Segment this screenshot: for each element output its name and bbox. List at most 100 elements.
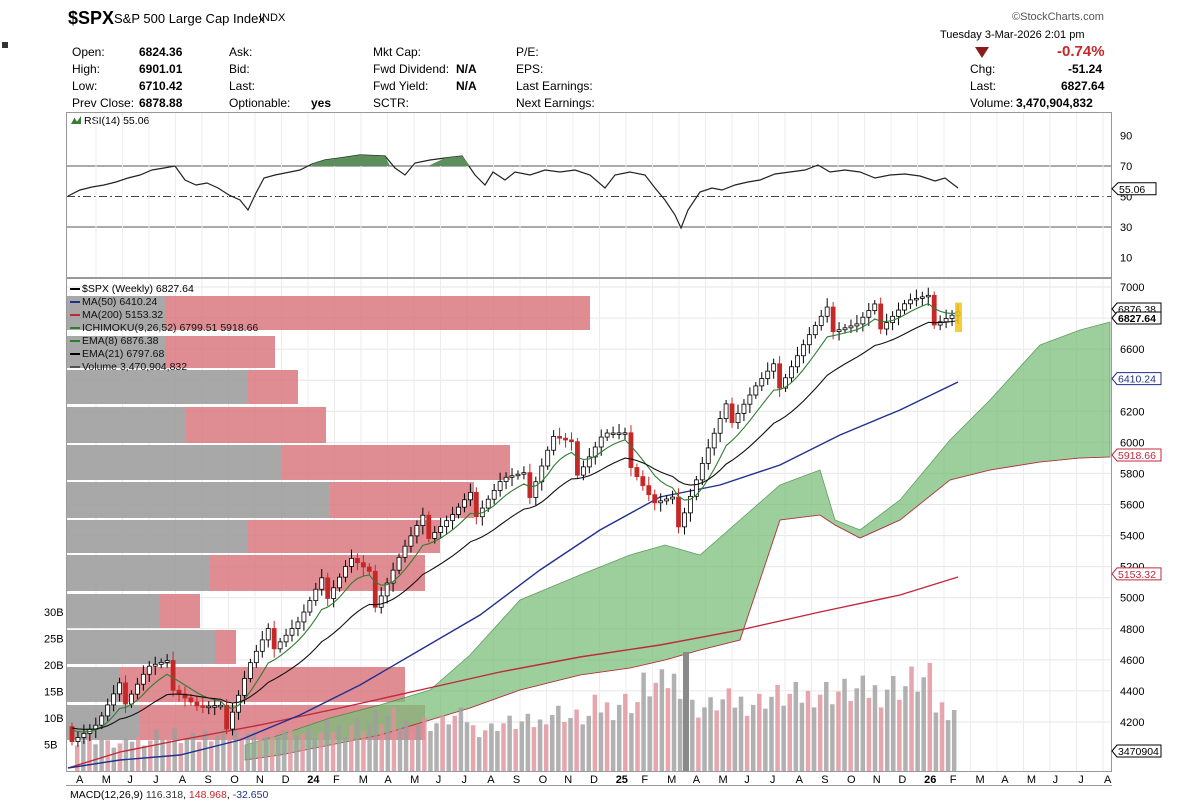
month-label: A <box>487 774 495 786</box>
candle-body <box>140 673 146 685</box>
volume-by-price-gray <box>67 296 165 330</box>
price-tick-label: 6600 <box>1120 344 1144 356</box>
candle-body <box>450 514 455 522</box>
volume-bar <box>361 730 366 771</box>
candle-body <box>319 577 325 590</box>
candle-body <box>699 462 705 481</box>
volume-bar <box>208 741 214 771</box>
candle-body <box>343 566 348 578</box>
candle-body <box>729 403 735 424</box>
volume-bar <box>318 732 324 771</box>
volume-bar <box>799 702 805 771</box>
candle-body <box>557 436 562 439</box>
candle-body <box>658 500 664 504</box>
volume-bar <box>897 699 902 771</box>
volume-bar <box>263 736 269 771</box>
candle-body <box>468 492 473 501</box>
price-tick-label: 5800 <box>1120 468 1144 480</box>
volume-bar <box>215 735 220 771</box>
volume-bar <box>702 707 707 771</box>
volume-bar <box>166 733 171 771</box>
volume-bar <box>836 691 841 771</box>
open-value: 6824.36 <box>139 45 183 59</box>
volume-bar <box>458 707 464 771</box>
month-label: O <box>230 774 239 786</box>
volume-bar <box>355 717 360 771</box>
volume-bar <box>775 684 780 771</box>
volume-tick-label: 25B <box>44 634 64 646</box>
candle-body <box>123 682 128 705</box>
candle-body <box>759 378 765 387</box>
month-label: O <box>539 774 548 786</box>
volume-bar <box>513 729 518 771</box>
volume-bar <box>245 733 251 771</box>
candle-body <box>925 294 931 298</box>
volume-by-price-gray <box>67 407 186 443</box>
volume-bar <box>257 726 263 771</box>
quote-box: Open: 6824.36 High: 6901.01 Low: 6710.42… <box>66 42 1112 112</box>
volume-bar <box>184 737 190 771</box>
month-label: J <box>436 774 442 786</box>
month-label: M <box>667 774 676 786</box>
candle-body <box>158 661 164 665</box>
legend-swatch <box>70 301 80 304</box>
high-label: High: <box>72 62 101 76</box>
candle-body <box>783 377 788 389</box>
candle-body <box>117 682 122 695</box>
candle-body <box>337 576 342 589</box>
volume-bar <box>525 713 531 771</box>
macd-panel: MACD(12,26,9) 116.318, 148.968, -32.650 <box>66 785 1112 801</box>
volume-by-price-red <box>186 407 326 443</box>
volume-bar <box>811 707 817 771</box>
candle-body <box>711 432 717 449</box>
legend-swatch <box>70 353 80 356</box>
volume-bar <box>391 707 397 771</box>
candle-body <box>503 476 509 482</box>
candle-body <box>806 334 812 346</box>
candle-body <box>81 732 87 738</box>
candle-body <box>931 294 937 326</box>
volume-bar <box>117 743 123 771</box>
price-tick-label: 6000 <box>1120 437 1144 449</box>
price-tick-label: 5400 <box>1120 531 1144 543</box>
month-label: J <box>744 774 750 786</box>
month-label: 25 <box>616 774 628 786</box>
volume-by-price-red <box>215 630 236 664</box>
value-tag-text: 5918.66 <box>1118 450 1156 462</box>
volume-bar <box>708 697 713 771</box>
volume-bar <box>568 718 573 771</box>
month-label: N <box>873 774 881 786</box>
month-label: 26 <box>924 774 936 786</box>
candle-body <box>569 439 574 443</box>
volume-bar <box>732 707 738 771</box>
value-tag-text: 6827.64 <box>1118 313 1156 325</box>
symbol: $SPX <box>68 8 115 28</box>
candle-body <box>129 693 134 705</box>
candle-body <box>854 323 860 327</box>
volume-tick-label: 15B <box>44 687 64 699</box>
candle-body <box>444 520 450 527</box>
candle-body <box>860 316 866 325</box>
candle-body <box>497 481 503 491</box>
volume-bar <box>446 724 451 771</box>
macd-value-2: 148.968 <box>188 789 227 801</box>
volume-bar <box>202 730 208 771</box>
candle-body <box>111 693 117 706</box>
volume-by-price-red <box>165 296 590 330</box>
volume-bar <box>172 727 177 771</box>
brand-logo[interactable]: ©StockCharts.com <box>1012 11 1104 23</box>
candle-body <box>943 318 949 323</box>
candle-body <box>563 437 568 441</box>
month-label: D <box>590 774 598 786</box>
volume-bar <box>537 719 543 771</box>
candle-body <box>592 446 598 458</box>
candle-body <box>896 309 901 317</box>
candle-body <box>551 436 557 451</box>
candle-body <box>384 582 390 597</box>
month-label: M <box>102 774 111 786</box>
candle-body <box>949 314 955 319</box>
volume-bar <box>227 735 232 771</box>
volume-bar <box>665 688 671 771</box>
candle-body <box>741 403 747 414</box>
volume-bar <box>696 717 701 771</box>
